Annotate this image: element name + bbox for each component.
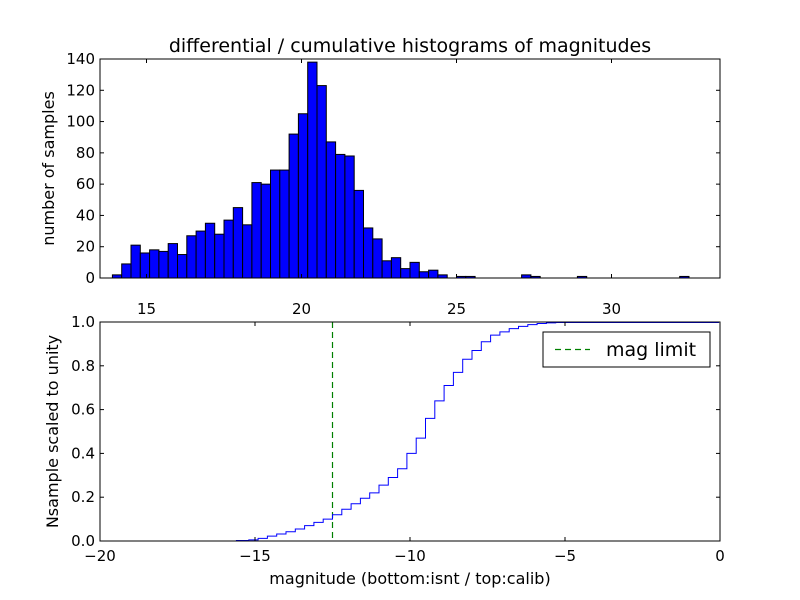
histogram-bar	[130, 244, 141, 279]
top-y-tick-label: 80	[76, 144, 95, 162]
top-x-tick-label: 25	[447, 300, 466, 318]
histogram-bar	[158, 250, 169, 279]
histogram-bar	[390, 257, 402, 279]
bottom-x-axis-label: magnitude (bottom:isnt / top:calib)	[269, 569, 550, 588]
bottom-axis-ticks	[99, 321, 721, 542]
histogram-bar	[121, 263, 132, 279]
histogram-bar	[251, 182, 262, 279]
histogram-bar	[232, 207, 244, 279]
top-y-tick-label: 0	[85, 269, 95, 287]
histogram-bar	[297, 113, 309, 279]
histogram-bar	[418, 271, 430, 279]
histogram-bar	[139, 252, 151, 279]
bottom-cumulative-panel: −20 −15 −10 −5 0 0.0 0.2 0.4 0.6 0.8 1.0…	[43, 313, 725, 588]
histogram-bar	[344, 155, 355, 279]
histogram-bar	[242, 224, 253, 279]
bottom-y-tick-label: 0.8	[71, 357, 95, 375]
histogram-bar	[372, 238, 383, 279]
top-y-tick-label: 140	[66, 50, 95, 68]
bottom-x-tick-label: −5	[554, 547, 576, 565]
top-chart-title: differential / cumulative histograms of …	[169, 35, 651, 57]
bottom-axes-frame	[99, 321, 721, 542]
histogram-bar	[279, 169, 290, 279]
top-y-tick-label: 20	[76, 238, 95, 256]
bottom-x-tick-label: −10	[394, 547, 426, 565]
histogram-bar	[214, 233, 225, 279]
cumulative-step-line	[100, 321, 721, 542]
histogram-bar	[335, 153, 346, 279]
histogram-bar	[363, 227, 374, 279]
top-histogram-panel: differential / cumulative histograms of …	[39, 35, 721, 318]
histogram-bar	[353, 189, 365, 279]
top-y-tick-label: 120	[66, 81, 95, 99]
bottom-y-tick-label: 0.6	[71, 401, 95, 419]
top-y-tick-label: 60	[76, 175, 95, 193]
histogram-bar	[409, 261, 420, 279]
histogram-bar	[177, 254, 188, 279]
histogram-bar	[186, 235, 197, 279]
bottom-y-tick-label: 0.4	[71, 444, 95, 462]
histogram-bar	[288, 133, 299, 279]
histogram-bar	[270, 169, 281, 279]
legend-mag-limit-label: mag limit	[606, 339, 696, 361]
histogram-bar	[195, 230, 206, 279]
histogram-bar	[260, 183, 272, 279]
top-x-tick-label: 15	[137, 300, 156, 318]
bottom-x-tick-label: −15	[239, 547, 271, 565]
histogram-bar	[167, 243, 178, 279]
top-histogram-bars	[111, 61, 690, 279]
bottom-y-tick-label: 0.2	[71, 488, 95, 506]
bottom-y-tick-label: 1.0	[71, 313, 95, 331]
histogram-bar	[149, 249, 160, 279]
histogram-bar	[307, 61, 318, 279]
bottom-y-axis-label: Nsample scaled to unity	[43, 335, 62, 528]
top-x-tick-label: 20	[292, 300, 311, 318]
histogram-bar	[381, 260, 392, 279]
histogram-bar	[204, 222, 216, 279]
bottom-x-tick-label: 0	[715, 547, 725, 565]
histogram-bar	[223, 219, 234, 279]
top-y-axis-label: number of samples	[39, 91, 58, 246]
legend: mag limit	[542, 331, 711, 368]
bottom-x-tick-label: −20	[84, 547, 116, 565]
bottom-y-tick-label: 0.0	[71, 532, 95, 550]
top-y-tick-label: 100	[66, 113, 95, 131]
top-y-tick-label: 40	[76, 206, 95, 224]
histogram-bar	[400, 268, 411, 279]
top-x-tick-label: 30	[602, 300, 621, 318]
histogram-bar	[316, 85, 327, 279]
histogram-bar	[428, 269, 439, 279]
histogram-bar	[325, 141, 337, 279]
top-axes-frame	[99, 58, 721, 279]
